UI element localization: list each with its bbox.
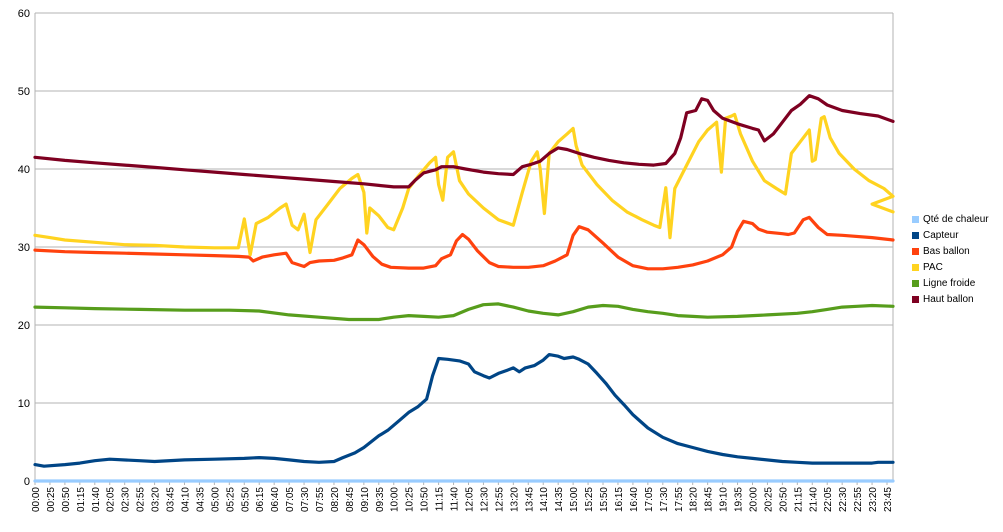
y-tick-label: 50 [18,86,30,98]
x-tick-label: 18:20 [689,487,700,512]
x-tick-label: 03:45 [166,487,177,512]
legend-swatch [912,263,919,271]
x-tick-label: 17:05 [644,487,655,512]
x-tick-label: 05:00 [210,487,221,512]
x-tick-label: 17:55 [674,487,685,512]
x-tick-label: 06:40 [270,487,281,512]
x-tick-label: 18:45 [704,487,715,512]
x-tick-label: 23:20 [868,487,879,512]
x-tick-label: 06:15 [255,487,266,512]
series-line-pac [33,112,895,257]
y-tick-label: 40 [18,164,30,176]
series-line-ligne-froide [33,302,895,322]
series-line-bas-ballon [33,215,895,271]
y-tick-label: 20 [18,320,30,332]
x-tick-label: 19:35 [734,487,745,512]
x-tick-label: 04:35 [195,487,206,512]
x-tick-label: 08:45 [345,487,356,512]
x-tick-label: 11:40 [450,487,461,512]
x-tick-label: 00:25 [46,487,57,512]
x-tick-label: 20:00 [748,487,759,512]
legend-label: Haut ballon [923,293,974,305]
x-tick-label: 23:45 [883,487,894,512]
x-tick-label: 07:55 [315,487,326,512]
legend-item: PAC [912,259,1002,275]
x-tick-label: 21:40 [808,487,819,512]
x-tick-label: 12:55 [494,487,505,512]
legend-label: Ligne froide [923,277,976,289]
y-tick-label: 10 [18,398,30,410]
x-tick-label: 10:50 [420,487,431,512]
x-tick-label: 00:50 [61,487,72,512]
x-tick-label: 14:35 [554,487,565,512]
legend-swatch [912,279,919,287]
x-tick-label: 15:00 [569,487,580,512]
x-tick-label: 09:10 [360,487,371,512]
x-tick-label: 15:25 [584,487,595,512]
x-tick-label: 10:25 [405,487,416,512]
x-tick-label: 01:15 [76,487,87,512]
x-tick-label: 09:35 [375,487,386,512]
x-tick-label: 22:05 [823,487,834,512]
x-tick-label: 17:30 [659,487,670,512]
x-tick-label: 19:10 [719,487,730,512]
x-tick-label: 15:50 [599,487,610,512]
x-tick-label: 16:40 [629,487,640,512]
legend-item: Qté de chaleur [912,211,1002,227]
x-tick-label: 02:55 [136,487,147,512]
legend-item: Capteur [912,227,1002,243]
x-tick-label: 08:20 [330,487,341,512]
legend-label: Capteur [923,229,959,241]
x-tick-label: 07:30 [300,487,311,512]
x-tick-label: 20:25 [763,487,774,512]
x-tick-label: 13:20 [509,487,520,512]
y-tick-label: 30 [18,242,30,254]
legend-item: Haut ballon [912,291,1002,307]
legend-swatch [912,247,919,255]
x-tick-label: 04:10 [180,487,191,512]
x-tick-label: 02:05 [106,487,117,512]
chart-legend: Qté de chaleur Capteur Bas ballon PAC Ligne … [912,211,1002,307]
x-tick-label: 13:45 [524,487,535,512]
legend-swatch [912,295,919,303]
x-tick-label: 01:40 [91,487,102,512]
x-tick-label: 20:50 [778,487,789,512]
x-tick-label: 14:10 [539,487,550,512]
legend-label: PAC [923,261,943,273]
x-tick-label: 05:50 [240,487,251,512]
x-tick-label: 10:00 [390,487,401,512]
x-tick-label: 16:15 [614,487,625,512]
x-tick-label: 12:30 [479,487,490,512]
y-tick-label: 0 [24,476,30,488]
x-tick-label: 05:25 [225,487,236,512]
x-tick-label: 12:05 [464,487,475,512]
x-tick-label: 03:20 [151,487,162,512]
x-tick-label: 00:00 [31,487,42,512]
legend-swatch [912,231,919,239]
x-tick-label: 07:05 [285,487,296,512]
x-tick-label: 02:30 [121,487,132,512]
x-tick-label: 11:15 [435,487,446,512]
legend-item: Ligne froide [912,275,1002,291]
x-tick-label: 21:15 [793,487,804,512]
legend-label: Bas ballon [923,245,970,257]
legend-swatch [912,215,919,223]
series-line-capteur [33,353,895,468]
x-tick-label: 22:30 [838,487,849,512]
legend-label: Qté de chaleur [923,213,989,225]
series-line-haut-ballon [33,94,895,189]
legend-item: Bas ballon [912,243,1002,259]
y-tick-label: 60 [18,8,30,20]
x-tick-label: 22:55 [853,487,864,512]
